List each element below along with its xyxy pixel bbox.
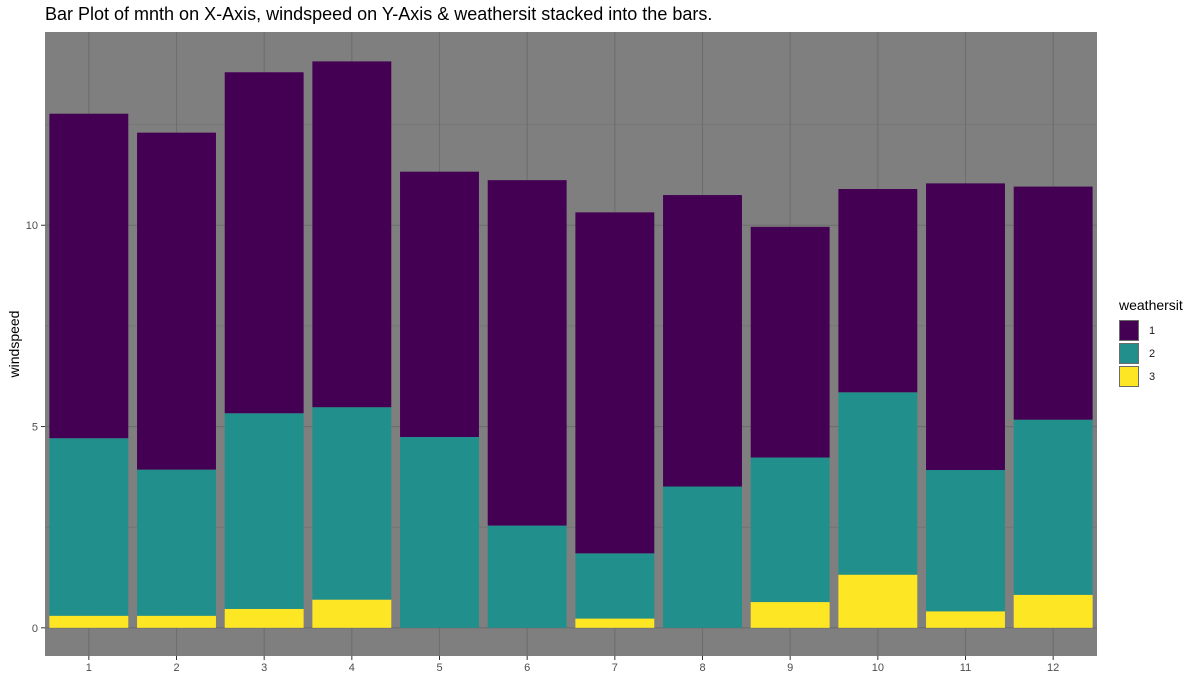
bar-segment-m8-w2 xyxy=(663,486,742,628)
bar-segment-m3-w3 xyxy=(224,608,304,628)
x-tick-label: 8 xyxy=(699,662,705,674)
bar-segment-m9-w2 xyxy=(750,457,830,603)
legend: weathersit 1 2 3 xyxy=(1119,297,1183,388)
x-tick-label: 3 xyxy=(261,662,267,674)
bar-segment-m11-w2 xyxy=(926,470,1005,612)
bar-segment-m7-w3 xyxy=(575,618,655,628)
legend-item-3: 3 xyxy=(1119,365,1183,388)
legend-label: 1 xyxy=(1149,324,1156,337)
x-tick-label: 2 xyxy=(173,662,179,674)
y-axis-label: windspeed xyxy=(6,310,22,378)
x-tick-label: 11 xyxy=(960,662,971,674)
bar-segment-m3-w2 xyxy=(224,413,304,609)
plot-panel xyxy=(45,32,1097,656)
x-tick-label: 7 xyxy=(612,662,618,674)
bar-segment-m5-w2 xyxy=(400,436,479,628)
bar-segment-m9-w1 xyxy=(750,226,830,458)
legend-swatch xyxy=(1119,366,1139,387)
bar-segment-m7-w1 xyxy=(575,212,655,554)
bar-segment-m12-w2 xyxy=(1013,419,1093,595)
x-tick-label: 6 xyxy=(524,662,530,674)
x-tick-label: 1 xyxy=(86,662,92,674)
legend-swatch xyxy=(1119,320,1139,341)
bar-segment-m12-w1 xyxy=(1013,186,1093,420)
bar-segment-m3-w1 xyxy=(224,72,304,414)
bar-segment-m11-w1 xyxy=(926,183,1005,471)
bar-segment-m1-w2 xyxy=(49,438,129,616)
bar-segment-m2-w1 xyxy=(137,132,216,470)
bar-segment-m6-w2 xyxy=(487,525,567,628)
y-tick-label: 10 xyxy=(26,220,38,232)
bar-segment-m4-w2 xyxy=(312,407,392,600)
legend-title: weathersit xyxy=(1119,297,1183,313)
legend-item-1: 1 xyxy=(1119,319,1183,342)
bar-segment-m9-w3 xyxy=(750,602,830,628)
legend-item-2: 2 xyxy=(1119,342,1183,365)
bar-segment-m8-w1 xyxy=(663,195,742,487)
bar-segment-m10-w1 xyxy=(838,189,918,393)
bar-segment-m6-w1 xyxy=(487,180,567,526)
x-tick-label: 12 xyxy=(1047,662,1059,674)
x-tick-label: 5 xyxy=(436,662,442,674)
bar-segment-m7-w2 xyxy=(575,553,655,619)
legend-swatch xyxy=(1119,343,1139,364)
bar-segment-m1-w1 xyxy=(49,113,129,439)
bar-segment-m2-w2 xyxy=(137,469,216,616)
bar-segment-m2-w3 xyxy=(137,615,216,628)
bars xyxy=(49,61,1093,628)
bar-segment-m4-w1 xyxy=(312,61,392,408)
x-tick-label: 9 xyxy=(787,662,793,674)
x-tick-label: 4 xyxy=(349,662,355,674)
bar-segment-m11-w3 xyxy=(926,611,1005,628)
y-tick-label: 0 xyxy=(32,623,38,635)
bar-segment-m1-w3 xyxy=(49,615,129,628)
legend-label: 2 xyxy=(1149,347,1156,360)
bar-segment-m10-w3 xyxy=(838,574,918,628)
bar-segment-m12-w3 xyxy=(1013,594,1093,628)
bar-segment-m10-w2 xyxy=(838,392,918,575)
x-tick-label: 10 xyxy=(872,662,884,674)
chart-title: Bar Plot of mnth on X-Axis, windspeed on… xyxy=(45,4,713,24)
y-tick-label: 5 xyxy=(32,422,38,434)
legend-label: 3 xyxy=(1149,370,1156,383)
bar-segment-m4-w3 xyxy=(312,599,392,628)
bar-segment-m5-w1 xyxy=(400,171,479,437)
